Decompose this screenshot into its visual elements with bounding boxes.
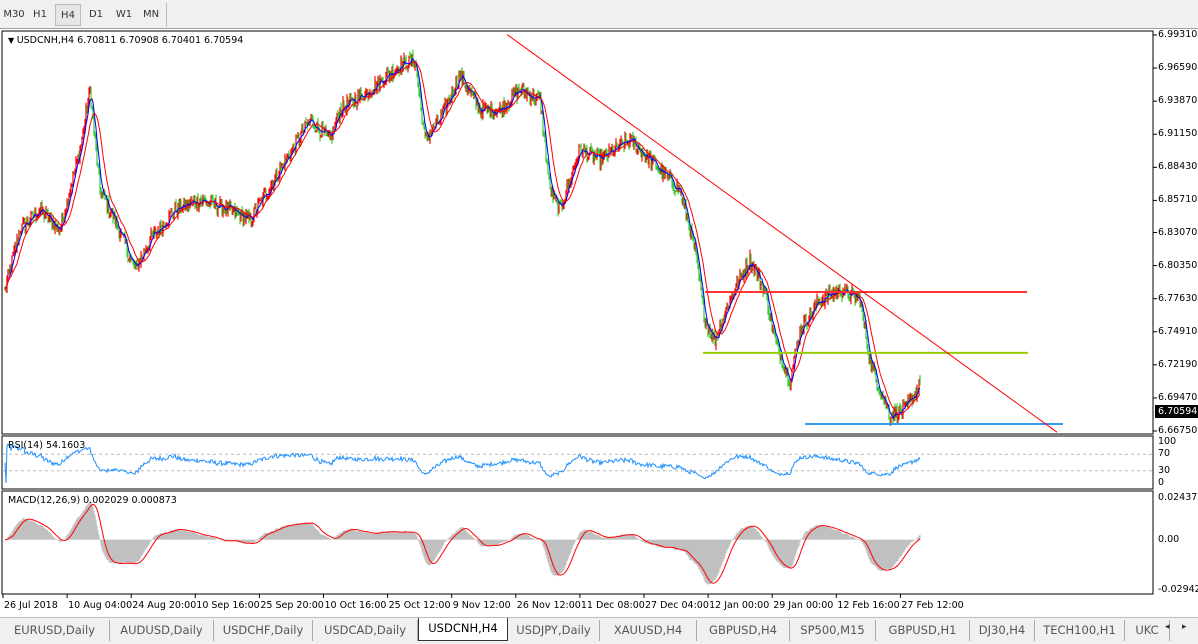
current-price-label: 6.70594 — [1155, 405, 1198, 418]
date-tick-label: 9 Nov 12:00 — [452, 600, 511, 611]
timeframe-d1-button[interactable]: D1 — [88, 9, 104, 20]
date-tick-label: 25 Oct 12:00 — [388, 600, 451, 611]
date-tick-label: 24 Aug 20:00 — [132, 600, 197, 611]
price-tick-label: 6.72190 — [1158, 358, 1198, 370]
chart-tab[interactable]: USDCNH,H4 — [418, 618, 508, 641]
price-tick-label: 6.80350 — [1158, 259, 1198, 271]
slow-moving-average-line — [4, 61, 921, 416]
timeframe-mn-button[interactable]: MN — [142, 9, 160, 20]
rsi-panel — [1, 435, 1154, 490]
date-tick-label: 29 Jan 00:00 — [773, 600, 834, 611]
date-tick-label: 10 Aug 04:00 — [68, 600, 133, 611]
chart-tab[interactable]: USDJPY,Daily — [508, 620, 600, 641]
rsi-line — [4, 443, 921, 484]
date-tick-label: 10 Sep 16:00 — [196, 600, 260, 611]
symbol-header: ▼ USDCNH,H4 6.70811 6.70908 6.70401 6.70… — [8, 35, 243, 46]
rsi-label: RSI(14) 54.1603 — [8, 440, 86, 451]
scroll-right-icon[interactable]: ▸ — [1182, 622, 1187, 632]
chart-tab[interactable]: USDCAD,Daily — [313, 620, 418, 641]
chart-tab[interactable]: UKC — [1125, 620, 1170, 641]
price-tick-label: 6.66750 — [1158, 425, 1198, 436]
timeframe-toolbar: M30 H1 H4 D1 W1 MN — [0, 0, 1198, 29]
price-tick-label: 6.96590 — [1158, 62, 1198, 74]
macd-histogram — [5, 500, 921, 585]
timeframe-w1-button[interactable]: W1 — [115, 9, 133, 20]
rsi-tick-label: 30 — [1158, 464, 1171, 476]
price-tick-label: 6.74910 — [1158, 325, 1198, 337]
chart-tab[interactable]: TECH100,H1 — [1035, 620, 1125, 641]
macd-panel — [1, 490, 1154, 595]
price-bars — [4, 49, 921, 426]
macd-signal-line — [4, 503, 921, 584]
date-tick-label: 10 Oct 16:00 — [324, 600, 387, 611]
trend-line — [506, 34, 1058, 433]
chart-tab[interactable]: GBPUSD,H4 — [697, 620, 790, 641]
price-tick-label: 6.69470 — [1158, 391, 1198, 403]
chart-tab[interactable]: SP500,M15 — [790, 620, 876, 641]
dropdown-triangle-icon[interactable]: ▼ — [8, 36, 17, 45]
chart-tabs: EURUSD,Daily AUDUSD,Daily USDCHF,Daily USDC… — [0, 617, 1198, 644]
symbol-ohlc: USDCNH,H4 6.70811 6.70908 6.70401 6.7059… — [16, 35, 244, 46]
chart-tab[interactable]: XAUUSD,H4 — [600, 620, 697, 641]
date-tick-label: 12 Jan 00:00 — [709, 600, 770, 611]
date-tick-label: 25 Sep 20:00 — [260, 600, 324, 611]
price-tick-label: 6.93870 — [1158, 95, 1198, 107]
chart-tab[interactable]: EURUSD,Daily — [0, 620, 110, 641]
toolbar-divider — [166, 3, 167, 27]
macd-label: MACD(12,26,9) 0.002029 0.000873 — [8, 495, 177, 506]
date-tick-label: 26 Jul 2018 — [4, 600, 58, 611]
macd-tick-label: 0.024372 — [1158, 492, 1198, 503]
price-tick-label: 6.77630 — [1158, 292, 1198, 304]
rsi-tick-label: 100 — [1158, 436, 1177, 447]
chart-tab[interactable]: DJ30,H4 — [970, 620, 1035, 641]
price-tick-label: 6.83070 — [1158, 226, 1198, 238]
chart-window[interactable] — [0, 29, 1198, 617]
date-tick-label: 26 Nov 12:00 — [516, 600, 581, 611]
price-tick-label: 6.88430 — [1158, 161, 1198, 173]
date-tick-label: 11 Dec 08:00 — [580, 600, 645, 611]
timeframe-h1-button[interactable]: H1 — [33, 9, 47, 20]
chart-tab[interactable]: AUDUSD,Daily — [110, 620, 214, 641]
chart-tab[interactable]: GBPUSD,H1 — [876, 620, 970, 641]
price-tick-label: 6.91150 — [1158, 128, 1198, 140]
macd-tick-label: 0.00 — [1158, 533, 1180, 545]
rsi-tick-label: 70 — [1158, 448, 1171, 460]
main-price-panel — [1, 30, 1154, 435]
price-tick-label: 6.85710 — [1158, 194, 1198, 206]
rsi-tick-label: 0 — [1158, 477, 1165, 488]
date-tick-label: 27 Feb 12:00 — [901, 600, 964, 611]
timeframe-m30-button[interactable]: M30 — [3, 9, 25, 20]
macd-tick-label: -0.029423 — [1158, 584, 1198, 595]
date-tick-label: 12 Feb 16:00 — [837, 600, 900, 611]
price-tick-label: 6.99310 — [1158, 29, 1198, 40]
chart-tab[interactable]: USDCHF,Daily — [214, 620, 313, 641]
scroll-left-icon[interactable]: ◂ — [1165, 622, 1170, 632]
timeframe-h4-button[interactable]: H4 — [55, 4, 81, 26]
date-tick-label: 27 Dec 04:00 — [645, 600, 709, 611]
